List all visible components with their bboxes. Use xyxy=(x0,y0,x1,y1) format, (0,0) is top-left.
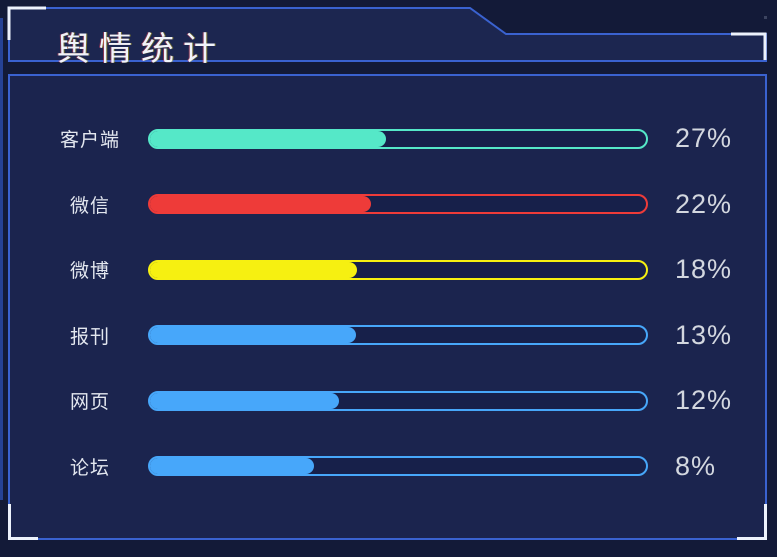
header-corner-bracket-left xyxy=(7,6,46,40)
bar-track xyxy=(148,128,648,149)
bar-track xyxy=(148,390,648,411)
bar-track xyxy=(148,325,648,346)
category-label: 微博 xyxy=(69,261,110,283)
category-label: 论坛 xyxy=(69,457,110,479)
panel-corner-bracket-bottom-right xyxy=(737,504,767,540)
stat-row: 论坛 8% xyxy=(10,434,765,500)
category-label: 报刊 xyxy=(69,326,110,348)
category-label: 客户端 xyxy=(59,130,120,152)
bar-track xyxy=(148,456,648,477)
panel-header: 舆情统计 xyxy=(0,0,777,70)
category-label: 网页 xyxy=(69,392,110,414)
bar-fill xyxy=(150,458,315,475)
category-label: 微信 xyxy=(69,195,110,217)
percent-value: 22% xyxy=(675,188,733,219)
percent-value: 13% xyxy=(675,319,733,350)
header-border-frame xyxy=(7,6,767,62)
header-corner-bracket-right xyxy=(731,32,767,60)
bar-fill xyxy=(150,196,372,213)
bar-track xyxy=(148,194,648,215)
stat-row: 报刊 13% xyxy=(10,303,765,369)
stat-row: 网页 12% xyxy=(10,368,765,434)
bar-fill xyxy=(150,392,339,409)
chart-panel: 客户端 27% 微信 22% 微博 18% 报刊 13% 网页 xyxy=(8,74,767,540)
stat-row: 客户端 27% xyxy=(10,106,765,172)
panel-corner-bracket-bottom-left xyxy=(8,504,38,540)
percent-value: 8% xyxy=(675,450,717,481)
stat-row: 微博 18% xyxy=(10,237,765,303)
percent-value: 18% xyxy=(675,254,733,285)
bar-chart: 客户端 27% 微信 22% 微博 18% 报刊 13% 网页 xyxy=(10,76,765,538)
left-edge-accent xyxy=(0,18,3,500)
percent-value: 12% xyxy=(675,385,733,416)
bar-fill xyxy=(150,261,357,278)
bar-track xyxy=(148,259,648,280)
bar-fill xyxy=(150,130,387,147)
bar-fill xyxy=(150,327,356,344)
percent-value: 27% xyxy=(675,123,733,154)
panel-title: 舆情统计 xyxy=(57,30,225,67)
stat-row: 微信 22% xyxy=(10,172,765,238)
